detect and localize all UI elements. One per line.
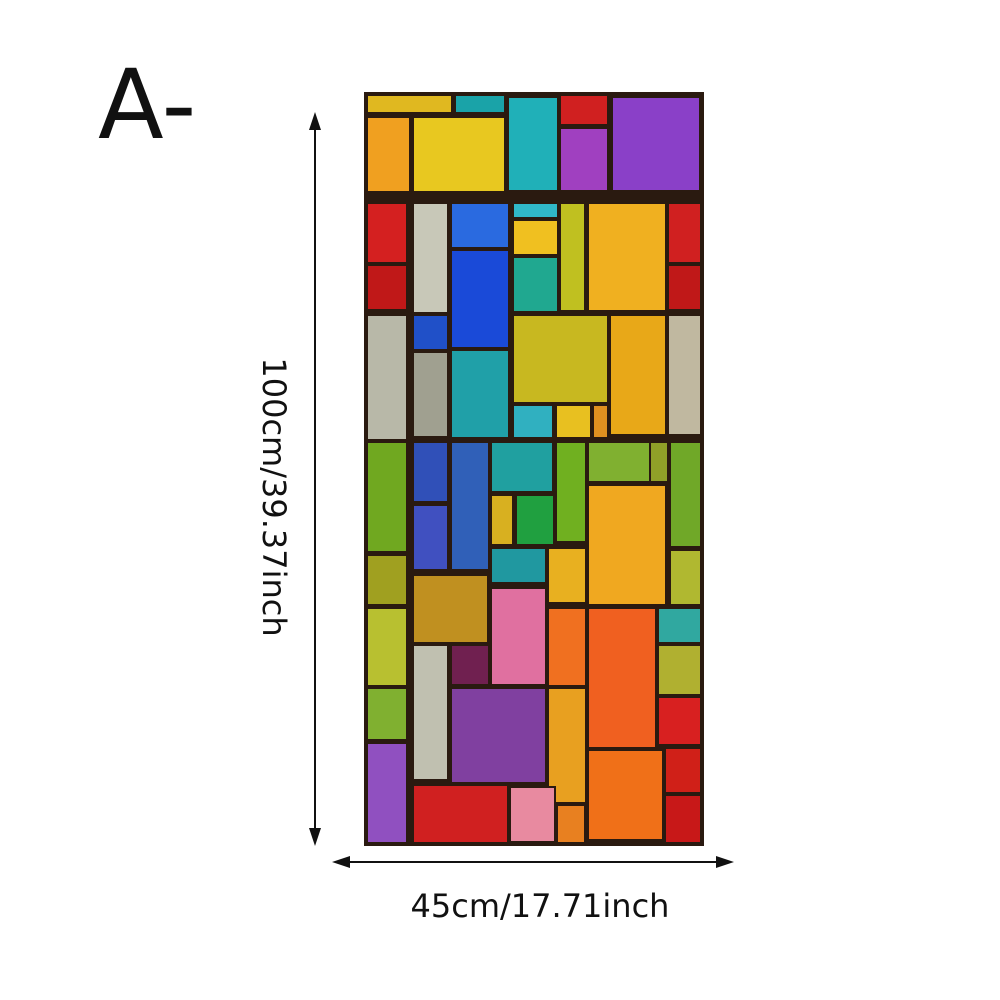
height-arrow — [309, 112, 321, 846]
variant-label: A- — [98, 49, 196, 161]
stained-glass-panel — [364, 92, 704, 846]
width-label: 45cm/17.71inch — [411, 887, 670, 925]
width-arrow — [332, 856, 734, 868]
height-label: 100cm/39.37inch — [255, 357, 293, 636]
